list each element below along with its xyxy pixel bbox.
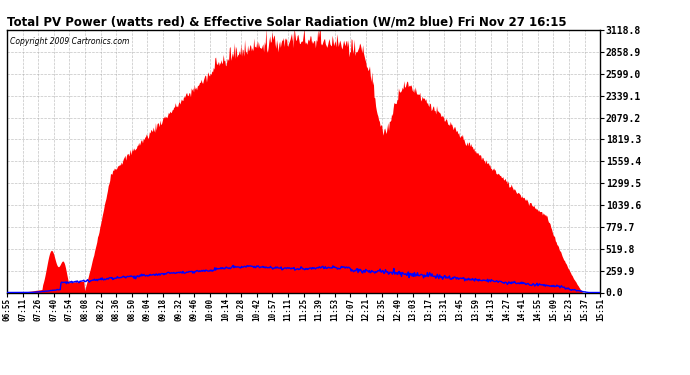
Text: Copyright 2009 Cartronics.com: Copyright 2009 Cartronics.com — [10, 37, 129, 46]
Text: Total PV Power (watts red) & Effective Solar Radiation (W/m2 blue) Fri Nov 27 16: Total PV Power (watts red) & Effective S… — [7, 16, 566, 29]
